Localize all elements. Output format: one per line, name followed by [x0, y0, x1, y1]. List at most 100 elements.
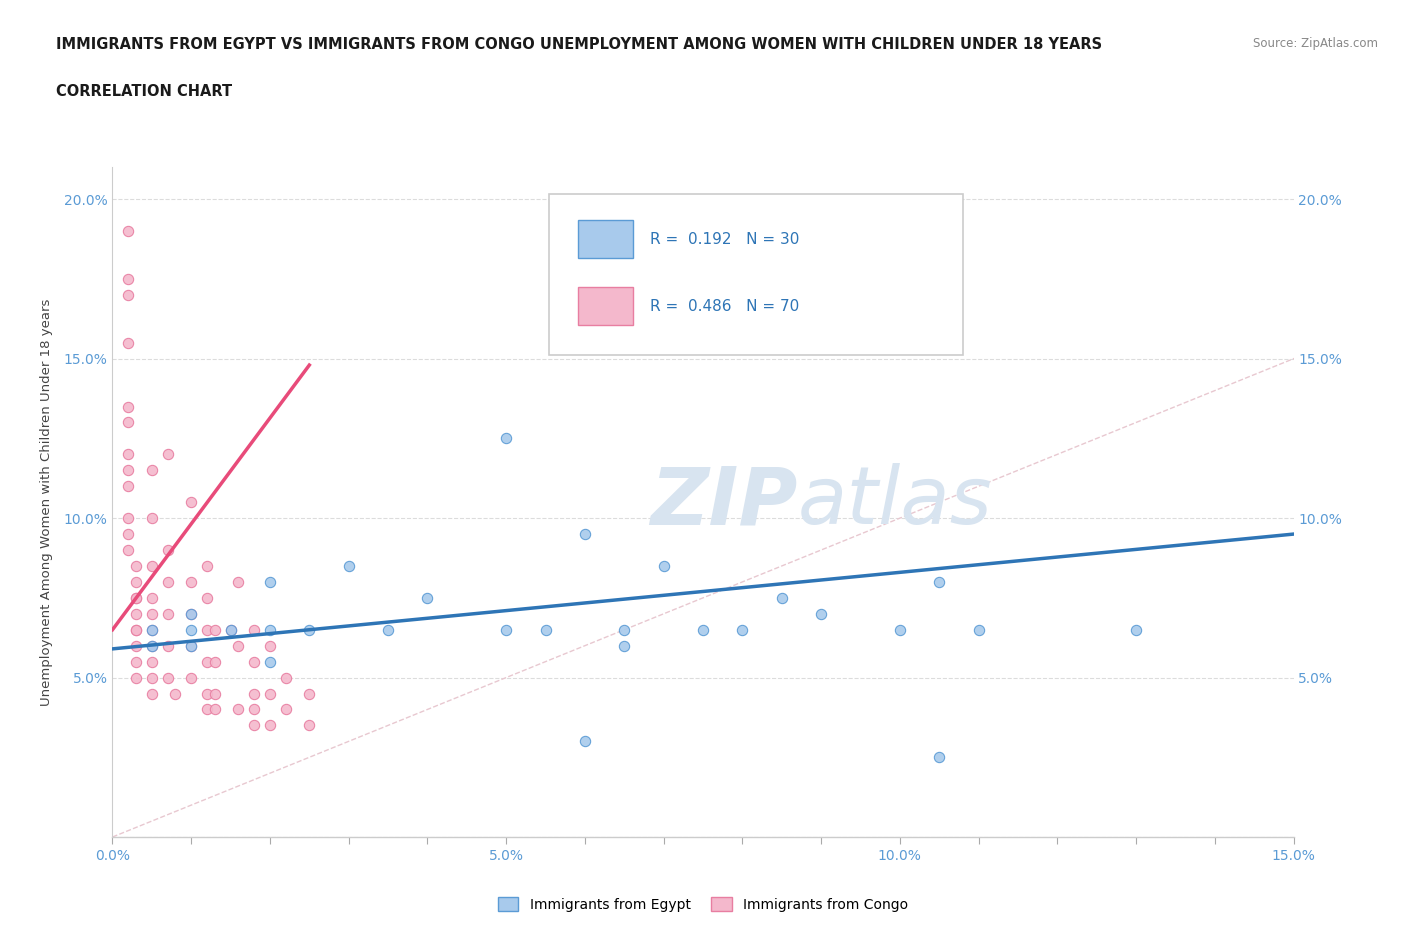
Point: [889, 622, 911, 637]
Point: [731, 622, 754, 637]
Point: [180, 638, 202, 653]
Point: [117, 463, 139, 478]
Point: [228, 702, 250, 717]
Point: [141, 638, 163, 653]
Point: [156, 671, 179, 685]
Point: [141, 638, 163, 653]
Point: [117, 526, 139, 541]
Point: [574, 734, 596, 749]
Point: [125, 606, 148, 621]
Point: [259, 622, 281, 637]
Point: [141, 622, 163, 637]
Point: [156, 542, 179, 557]
Point: [692, 622, 714, 637]
Point: [125, 638, 148, 653]
Point: [180, 606, 202, 621]
Point: [117, 542, 139, 557]
Point: [613, 622, 636, 637]
Text: Source: ZipAtlas.com: Source: ZipAtlas.com: [1253, 37, 1378, 50]
Point: [195, 622, 218, 637]
Point: [117, 287, 139, 302]
Point: [574, 526, 596, 541]
FancyBboxPatch shape: [550, 194, 963, 355]
Point: [204, 654, 226, 669]
Point: [117, 415, 139, 430]
Point: [156, 575, 179, 590]
Point: [141, 671, 163, 685]
Point: [928, 575, 950, 590]
Point: [195, 654, 218, 669]
Point: [125, 575, 148, 590]
Point: [1125, 622, 1147, 637]
Point: [141, 463, 163, 478]
Point: [219, 622, 242, 637]
Point: [243, 686, 266, 701]
Point: [180, 495, 202, 510]
Point: [141, 622, 163, 637]
Point: [377, 622, 399, 637]
Point: [117, 224, 139, 239]
Point: [495, 431, 517, 445]
Point: [770, 591, 793, 605]
Point: [165, 686, 187, 701]
Point: [141, 559, 163, 574]
FancyBboxPatch shape: [578, 287, 633, 326]
Point: [125, 559, 148, 574]
Point: [298, 686, 321, 701]
Point: [259, 575, 281, 590]
Point: [534, 622, 557, 637]
Point: [141, 686, 163, 701]
Point: [125, 671, 148, 685]
Point: [141, 606, 163, 621]
Point: [125, 622, 148, 637]
FancyBboxPatch shape: [578, 220, 633, 259]
Point: [117, 447, 139, 462]
Point: [125, 654, 148, 669]
Point: [117, 511, 139, 525]
Point: [156, 638, 179, 653]
Point: [259, 718, 281, 733]
Point: [259, 654, 281, 669]
Point: [219, 622, 242, 637]
Point: [259, 638, 281, 653]
Point: [967, 622, 990, 637]
Point: [416, 591, 439, 605]
Point: [337, 559, 360, 574]
Point: [195, 591, 218, 605]
Text: CORRELATION CHART: CORRELATION CHART: [56, 84, 232, 99]
Text: R =  0.486   N = 70: R = 0.486 N = 70: [650, 299, 799, 313]
Point: [195, 702, 218, 717]
Y-axis label: Unemployment Among Women with Children Under 18 years: Unemployment Among Women with Children U…: [39, 299, 52, 706]
Point: [195, 559, 218, 574]
Point: [180, 638, 202, 653]
Point: [141, 591, 163, 605]
Point: [228, 638, 250, 653]
Point: [204, 702, 226, 717]
Point: [243, 654, 266, 669]
Point: [495, 622, 517, 637]
Point: [228, 575, 250, 590]
Point: [298, 718, 321, 733]
Point: [243, 702, 266, 717]
Point: [156, 447, 179, 462]
Point: [274, 702, 297, 717]
Point: [125, 591, 148, 605]
Point: [928, 750, 950, 764]
Text: ZIP: ZIP: [650, 463, 797, 541]
Point: [274, 671, 297, 685]
Point: [141, 511, 163, 525]
Point: [125, 591, 148, 605]
Point: [180, 575, 202, 590]
Point: [117, 479, 139, 494]
Text: R =  0.192   N = 30: R = 0.192 N = 30: [650, 232, 799, 246]
Point: [204, 622, 226, 637]
Point: [204, 686, 226, 701]
Point: [117, 272, 139, 286]
Point: [298, 622, 321, 637]
Point: [117, 399, 139, 414]
Point: [195, 686, 218, 701]
Point: [180, 622, 202, 637]
Text: IMMIGRANTS FROM EGYPT VS IMMIGRANTS FROM CONGO UNEMPLOYMENT AMONG WOMEN WITH CHI: IMMIGRANTS FROM EGYPT VS IMMIGRANTS FROM…: [56, 37, 1102, 52]
Point: [652, 559, 675, 574]
Text: atlas: atlas: [797, 463, 993, 541]
